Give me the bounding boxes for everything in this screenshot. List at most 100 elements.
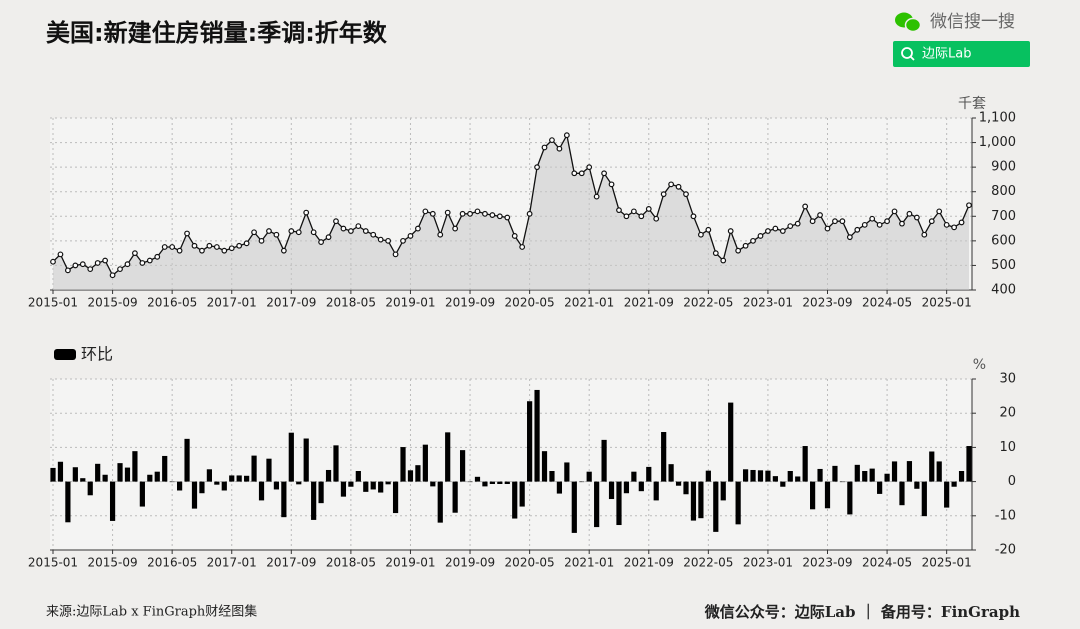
point [936, 208, 943, 215]
x-tick-label: 2023-01 [743, 556, 793, 570]
bar [564, 462, 570, 482]
point [861, 221, 868, 228]
point [876, 221, 883, 228]
point [251, 229, 257, 236]
point [541, 144, 548, 151]
bar [869, 468, 875, 482]
bar [206, 469, 212, 482]
bar [675, 481, 682, 486]
bar [936, 461, 942, 482]
point [645, 206, 652, 212]
x-tick-label: 2018-05 [326, 296, 376, 310]
point [534, 164, 540, 171]
point [57, 251, 64, 258]
bar [772, 476, 778, 482]
point [325, 234, 332, 241]
point [794, 220, 801, 227]
point [653, 215, 660, 222]
search-box[interactable] [893, 41, 1030, 67]
point [347, 228, 354, 234]
x-tick-label: 2021-09 [624, 296, 674, 310]
point [415, 225, 421, 232]
point [601, 170, 607, 177]
point [489, 212, 496, 218]
bar [623, 481, 630, 494]
bar [370, 481, 376, 490]
point [318, 239, 324, 245]
bar [906, 461, 913, 482]
point [117, 266, 123, 273]
bar [80, 478, 86, 482]
bar [169, 481, 175, 483]
x-tick-label: 2019-09 [445, 296, 495, 310]
point [72, 262, 79, 269]
plot-area [50, 379, 972, 550]
point [899, 220, 905, 227]
point [355, 223, 362, 230]
point [675, 183, 682, 190]
bar [355, 470, 361, 482]
point [578, 170, 585, 177]
x-tick-label: 2017-09 [266, 296, 316, 310]
point [124, 261, 131, 268]
point [288, 228, 295, 234]
bar [891, 461, 898, 482]
bar [459, 450, 466, 482]
point [750, 237, 756, 244]
y-tick-label: 400 [991, 283, 1016, 298]
point [943, 221, 950, 228]
point [660, 191, 667, 198]
point [243, 240, 250, 247]
point [549, 137, 555, 144]
search-icon [901, 47, 913, 59]
bar [124, 467, 131, 482]
search-icon [910, 56, 915, 61]
point [727, 228, 734, 234]
x-tick-label: 2025-01 [922, 556, 972, 570]
x-tick-label: 2015-01 [28, 556, 78, 570]
point [407, 233, 414, 239]
bar [348, 481, 354, 487]
x-tick-label: 2017-01 [207, 556, 257, 570]
page-title: 美国:新建住房销量:季调:折年数 [46, 19, 388, 47]
bar [177, 481, 183, 491]
wechat-icon [895, 12, 922, 33]
bar [817, 468, 823, 482]
x-tick-label: 2019-01 [385, 556, 435, 570]
bar [594, 481, 600, 528]
bar [757, 470, 764, 482]
bar [802, 446, 808, 482]
legend-swatch [54, 349, 76, 360]
legend-label: 环比 [81, 345, 113, 364]
y-tick-label: 30 [999, 372, 1016, 387]
bar [958, 470, 965, 482]
y-tick-label: 0 [1008, 474, 1016, 489]
bar [273, 481, 280, 490]
bar [467, 481, 473, 483]
bar [661, 432, 667, 482]
point [846, 234, 853, 241]
bar [787, 470, 793, 482]
x-tick-label: 2015-01 [28, 296, 78, 310]
bar [735, 481, 741, 525]
x-tick-label: 2024-05 [862, 556, 912, 570]
x-tick-label: 2021-09 [624, 556, 674, 570]
wechat-search: 微信搜一搜 [930, 12, 1015, 32]
bar [340, 481, 347, 497]
point [742, 242, 749, 249]
bar [683, 481, 689, 495]
bar [765, 470, 771, 482]
bar [214, 481, 220, 485]
bar [139, 481, 145, 507]
point [638, 213, 645, 220]
point [496, 213, 503, 220]
point [333, 218, 339, 225]
bar [541, 451, 548, 482]
bar [251, 455, 257, 482]
point [690, 213, 697, 220]
point [593, 193, 600, 200]
point [206, 242, 213, 249]
point [310, 229, 317, 236]
bar [884, 473, 890, 482]
